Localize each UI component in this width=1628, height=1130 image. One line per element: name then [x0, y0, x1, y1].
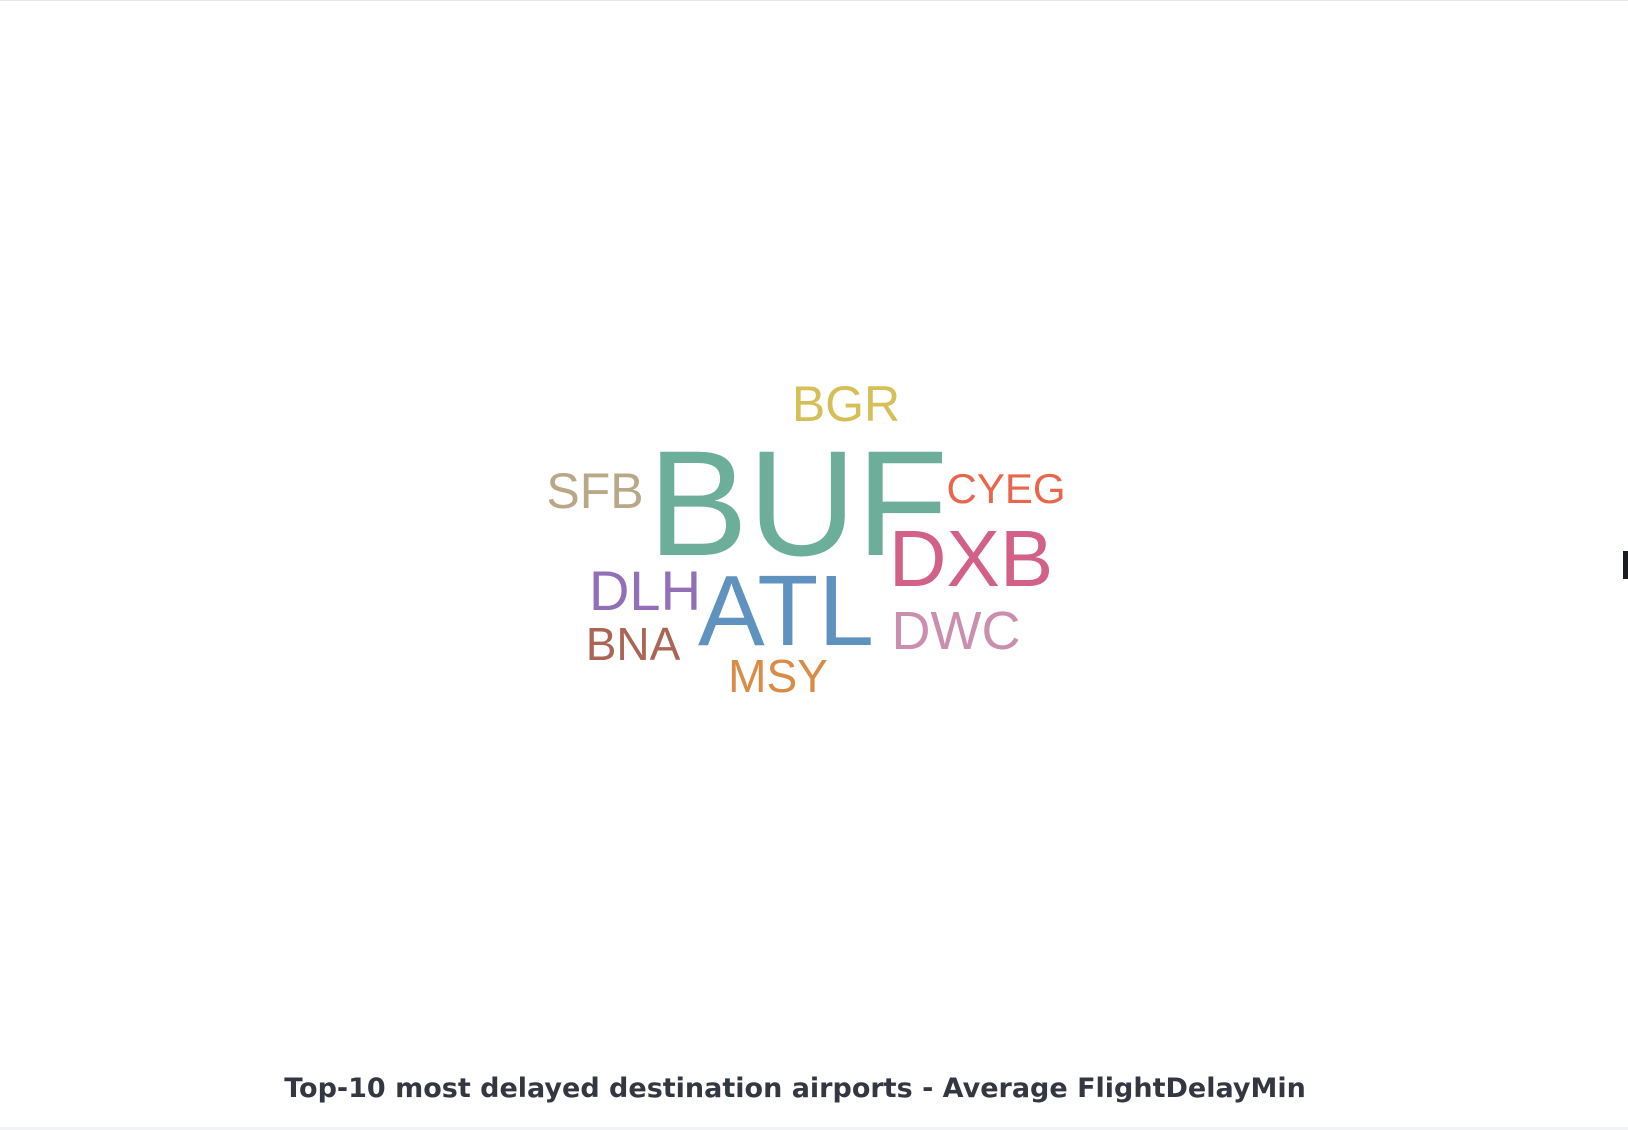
word-cloud: BUF ATL DXB DLH DWC SFB BGR BNA MSY CYEG: [0, 1, 1628, 1081]
panel-bottom-bar: [0, 1127, 1628, 1130]
word-bna[interactable]: BNA: [585, 618, 681, 670]
word-atl[interactable]: ATL: [698, 555, 874, 667]
word-dxb[interactable]: DXB: [888, 514, 1054, 603]
word-sfb[interactable]: SFB: [546, 463, 644, 519]
word-buf[interactable]: BUF: [648, 419, 948, 587]
visualization-title: Top-10 most delayed destination airports…: [284, 1073, 1306, 1104]
word-dlh[interactable]: DLH: [588, 559, 702, 622]
panel-resize-handle[interactable]: [1623, 551, 1628, 579]
word-dwc[interactable]: DWC: [891, 601, 1021, 661]
word-cyeg[interactable]: CYEG: [946, 465, 1066, 512]
word-bgr[interactable]: BGR: [791, 376, 901, 432]
word-msy[interactable]: MSY: [728, 650, 828, 702]
